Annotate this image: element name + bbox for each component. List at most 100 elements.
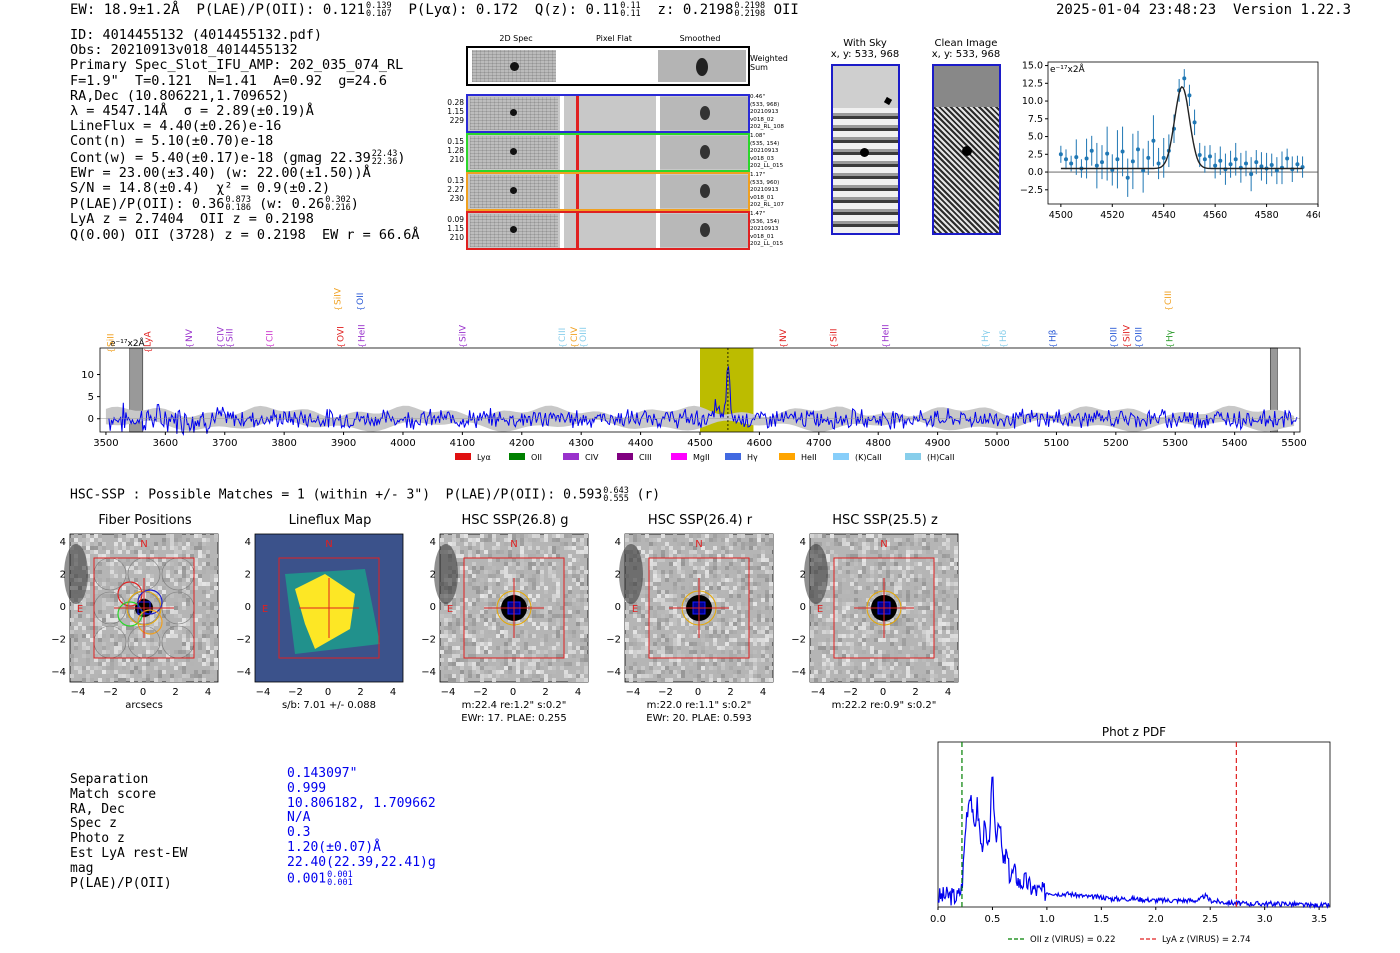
lineflux-peak — [295, 574, 355, 649]
stamp-pixel — [745, 610, 749, 614]
bright-neighbor — [434, 544, 458, 604]
stamp-pixel — [102, 546, 106, 550]
stamp-pixel — [142, 674, 146, 678]
stamp-pixel — [572, 598, 576, 602]
spectral-line-tick: { — [337, 343, 346, 348]
stamp-pixel — [552, 598, 556, 602]
stamp-pixel — [540, 578, 544, 582]
stamp-pixel — [580, 634, 584, 638]
stamp-pixel — [757, 658, 761, 662]
stamp-pixel — [576, 678, 580, 682]
fiber-circle — [137, 609, 163, 635]
stamp-pixel — [938, 618, 942, 622]
stamp-pixel — [854, 610, 858, 614]
stamp-pixel — [166, 554, 170, 558]
data-point — [1274, 168, 1279, 173]
stamp-pixel — [508, 582, 512, 586]
stamp-pixel — [633, 674, 637, 678]
stamp-pixel — [926, 634, 930, 638]
data-point — [1089, 148, 1094, 153]
spectral-line-label: HeII — [357, 324, 367, 342]
stamp-pixel — [769, 678, 773, 682]
stamp-pixel — [649, 642, 653, 646]
stamp-pixel — [926, 558, 930, 562]
stamp-pixel — [826, 658, 830, 662]
stamp-pixel — [504, 654, 508, 658]
x-tick-label: −4 — [626, 687, 641, 698]
stamp-pixel — [890, 554, 894, 558]
stamp-pixel — [725, 642, 729, 646]
stamp-pixel — [669, 658, 673, 662]
stamp-pixel — [954, 634, 958, 638]
stamp-pixel — [625, 666, 629, 670]
stamp-pixel — [625, 634, 629, 638]
stamp-pixel — [468, 642, 472, 646]
stamp-pixel — [580, 570, 584, 574]
stamp-pixel — [946, 582, 950, 586]
stamp-pixel — [448, 542, 452, 546]
data-point — [1130, 159, 1135, 164]
stamp-pixel — [922, 578, 926, 582]
stamp-pixel — [484, 650, 488, 654]
stamp-pixel — [938, 578, 942, 582]
stamp-pixel — [737, 574, 741, 578]
y-tick-label: 15.0 — [1022, 61, 1043, 72]
stamp-pixel — [946, 558, 950, 562]
stamp-pixel — [448, 662, 452, 666]
stamp-pixel — [122, 666, 126, 670]
stamp-pixel — [757, 674, 761, 678]
stamp-pixel — [838, 582, 842, 586]
stamp-pixel — [576, 670, 580, 674]
stamp-pixel — [472, 662, 476, 666]
stamp-pixel — [138, 654, 142, 658]
stamp-pixel — [130, 658, 134, 662]
stamp-pixel — [677, 598, 681, 602]
stamp-pixel — [834, 602, 838, 606]
stamp-pixel — [866, 622, 870, 626]
stamp-pixel — [182, 590, 186, 594]
stamp-pixel — [492, 546, 496, 550]
stamp-pixel — [114, 610, 118, 614]
stamp-pixel — [761, 678, 765, 682]
stamp-pixel — [584, 554, 588, 558]
stamp-pixel — [488, 538, 492, 542]
stamp-pixel — [906, 570, 910, 574]
stamp-pixel — [745, 654, 749, 658]
stamp-pixel — [733, 650, 737, 654]
stamp-pixel — [182, 554, 186, 558]
stamp-pixel — [858, 674, 862, 678]
stamp-pixel — [918, 650, 922, 654]
stamp-pixel — [524, 650, 528, 654]
stamp-pixel — [645, 594, 649, 598]
stamp-pixel — [118, 654, 122, 658]
y-tick-label: 4 — [800, 537, 806, 548]
stamp-pixel — [954, 558, 958, 562]
stamp-pixel — [516, 546, 520, 550]
stamp-pixel — [480, 534, 484, 538]
stamp-pixel — [826, 598, 830, 602]
stamp-pixel — [842, 574, 846, 578]
stamp-pixel — [98, 666, 102, 670]
stamp-pixel — [444, 614, 448, 618]
stamp-pixel — [552, 646, 556, 650]
stamp-pixel — [934, 678, 938, 682]
stamp-pixel — [110, 570, 114, 574]
stamp-pixel — [496, 594, 500, 598]
stamp-pixel — [717, 646, 721, 650]
stamp-pixel — [693, 566, 697, 570]
stamp-pixel — [118, 630, 122, 634]
stamp-pixel — [765, 666, 769, 670]
stamp-pixel — [910, 618, 914, 622]
stamp-pixel — [665, 574, 669, 578]
stamp-pixel — [154, 678, 158, 682]
stamp-pixel — [516, 666, 520, 670]
stamp-pixel — [854, 654, 858, 658]
stamp-pixel — [580, 674, 584, 678]
stamp-pixel — [721, 546, 725, 550]
stamp-pixel — [637, 674, 641, 678]
stamp-pixel — [524, 538, 528, 542]
stamp-pixel — [717, 622, 721, 626]
stamp-pixel — [560, 614, 564, 618]
stamp-pixel — [886, 554, 890, 558]
stamp-pixel — [673, 662, 677, 666]
